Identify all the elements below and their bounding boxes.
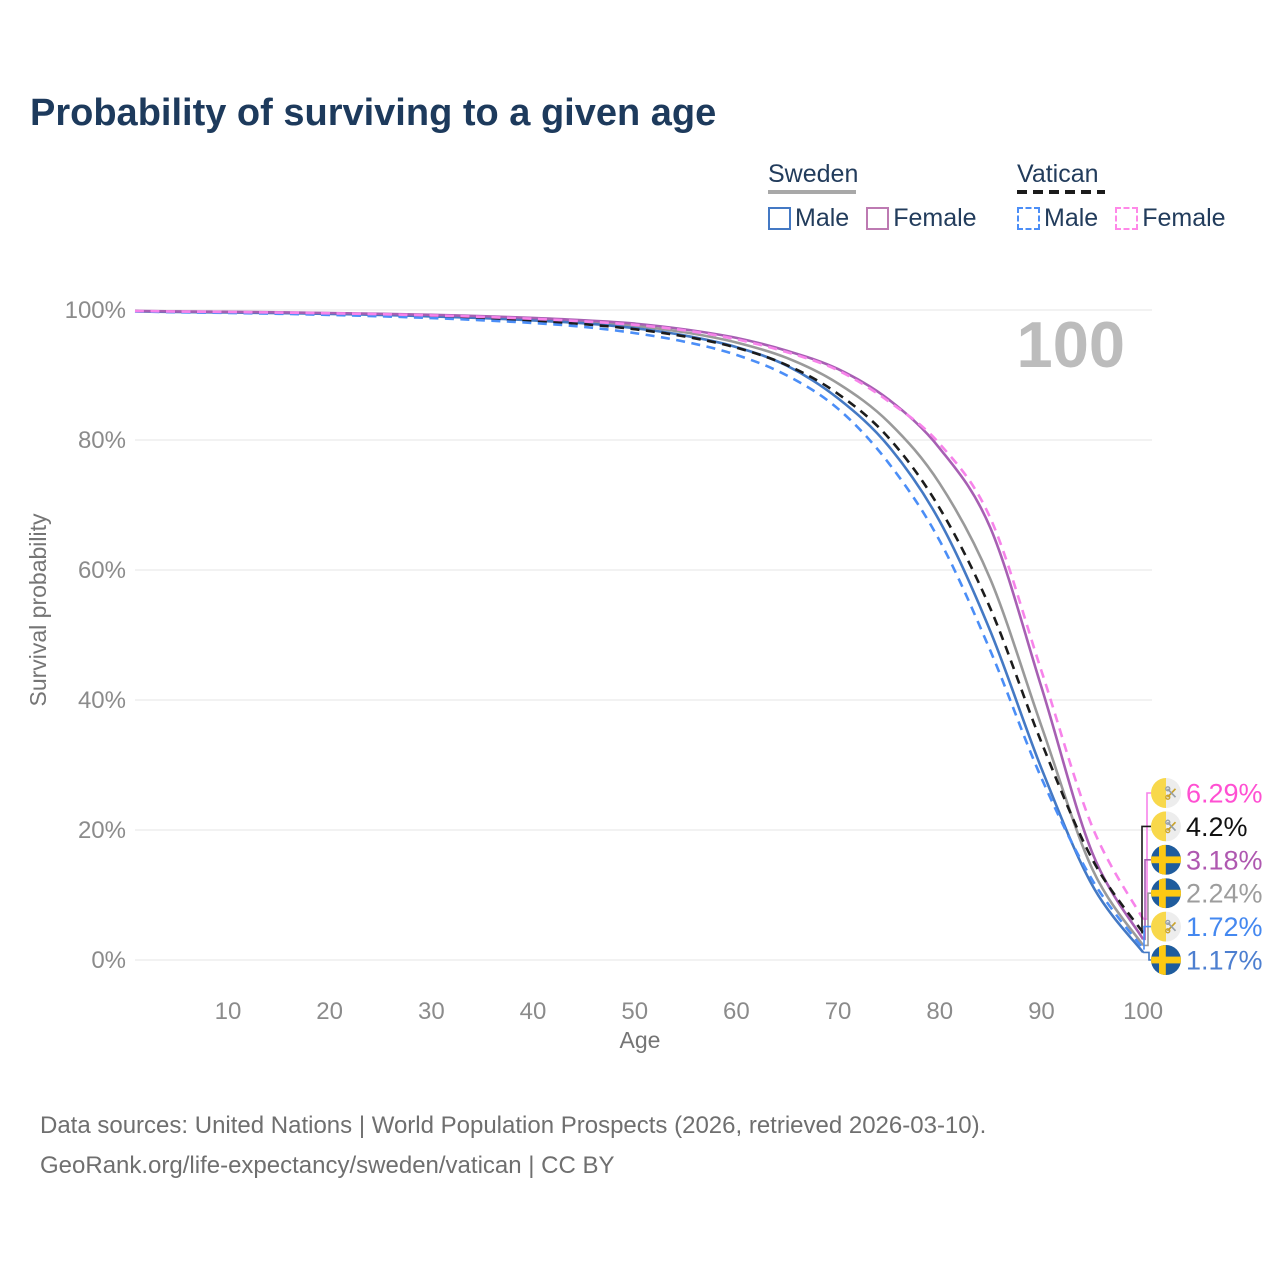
connector-sweden-total [1143,892,1151,947]
legend-checkbox-vatican-female[interactable] [1115,206,1139,230]
curve-sweden-female [134,309,1145,940]
legend-item-label: Male [795,204,850,232]
legend-group-title-vatican: Vatican [1017,160,1099,188]
end-label-vatican-male: 1.72% [1186,912,1263,942]
x-tick-label: 90 [1028,998,1055,1025]
legend-item-sweden-female[interactable]: Female [866,204,977,232]
y-tick-label: 80% [78,427,126,454]
end-label-connectors [1141,792,1151,961]
end-labels: 6.29%4.2%3.18% 2.24%1.72% 1.17% [1151,778,1263,976]
x-tick-label: 10 [215,998,242,1025]
end-label-sweden-total: 2.24% [1186,879,1263,909]
x-tick-label: 70 [825,998,852,1025]
x-tick-label: 30 [418,998,445,1025]
y-tick-label: 100% [65,297,126,324]
footer-attribution: GeoRank.org/life-expectancy/sweden/vatic… [40,1152,615,1179]
x-tick-label: 50 [621,998,648,1025]
x-tick-label: 40 [520,998,547,1025]
legend-vatican-line-style-sample [1017,190,1105,194]
y-tick-label: 40% [78,687,126,714]
end-label-vatican-total: 4.2% [1186,812,1248,842]
curve-vatican-female [134,309,1145,920]
vatican-flag-icon [1151,911,1181,942]
x-tick-label: 80 [926,998,953,1025]
age-watermark: 100 [1017,308,1125,381]
y-tick-label: 0% [91,947,126,974]
vatican-flag-icon [1151,811,1181,842]
legend-checkbox-vatican-male[interactable] [1017,206,1040,230]
legend-group-title-sweden: Sweden [768,160,859,188]
connector-sweden-male [1143,951,1151,961]
sweden-flag-icon [1151,878,1181,909]
x-axis-tick-labels: 10 20 30 40 50 60 70 80 90 100 [215,998,1163,1025]
y-axis-title: Survival probability [25,513,51,707]
curve-vatican-male [134,310,1145,950]
x-tick-label: 20 [316,998,343,1025]
end-label-sweden-female: 3.18% [1186,845,1263,875]
legend-group-vatican: Vatican Male Female [1017,160,1226,231]
sweden-flag-icon [1151,844,1181,875]
legend-sweden-line-style-sample [768,190,856,194]
legend-item-vatican-male[interactable]: Male [1017,205,1098,231]
curve-vatican-total [134,309,1145,934]
legend-checkbox-sweden-female[interactable] [866,206,890,230]
survival-curves [134,309,1145,954]
end-label-vatican-female: 6.29% [1186,779,1263,809]
connector-vatican-total [1141,825,1151,934]
x-tick-label: 60 [723,998,750,1025]
x-axis-title: Age [620,1027,661,1053]
legend-item-label: Female [1142,204,1226,232]
legend-item-label: Female [893,204,977,232]
connector-vatican-male [1143,925,1151,950]
y-tick-label: 20% [78,817,126,844]
legend-group-sweden: Sweden Male Female [768,160,977,231]
end-label-sweden-male: 1.17% [1186,946,1263,976]
y-axis-tick-labels: 0% 20% 40% 60% 80% 100% [65,297,126,974]
footer: Data sources: United Nations | World Pop… [40,1106,986,1186]
legend-item-label: Male [1044,204,1099,232]
x-tick-label: 100 [1123,998,1163,1025]
legend-item-sweden-male[interactable]: Male [768,205,849,231]
gridlines [135,309,1152,961]
curve-sweden-male [134,310,1145,954]
curve-sweden-total [134,309,1145,947]
sweden-flag-icon [1151,945,1181,975]
legend-item-vatican-female[interactable]: Female [1115,204,1226,232]
legend-checkbox-sweden-male[interactable] [768,206,791,230]
y-tick-label: 60% [78,557,126,584]
page-title: Probability of surviving to a given age [30,92,717,134]
footer-data-sources: Data sources: United Nations | World Pop… [40,1112,987,1139]
vatican-flag-icon [1151,778,1181,808]
